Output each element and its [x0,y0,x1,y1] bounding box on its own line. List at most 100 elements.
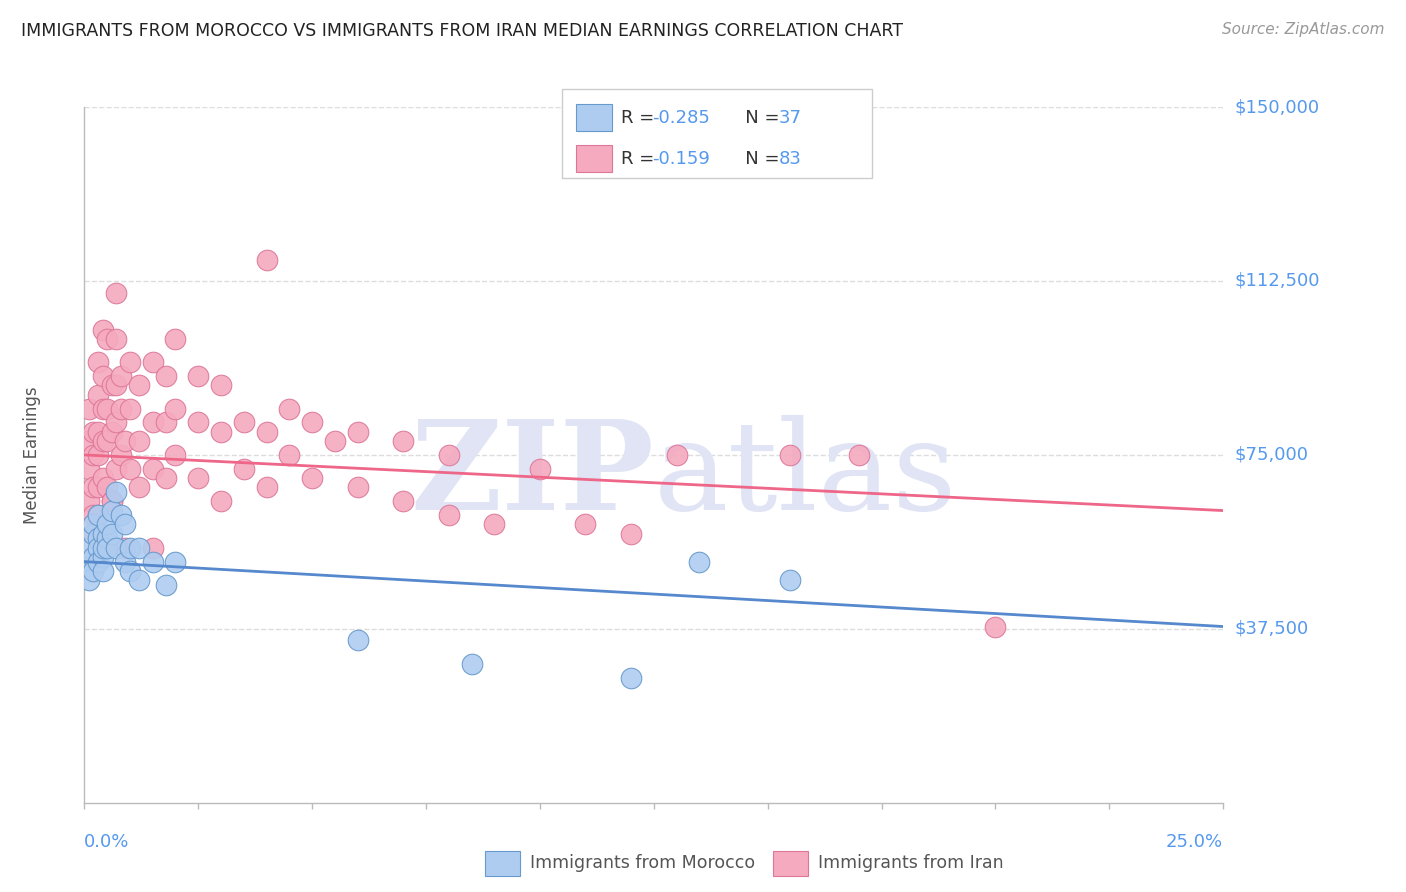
Point [91,541,114,555]
Point [87,508,110,523]
Point [142,416,165,430]
Point [620,526,643,541]
Point [100,494,122,508]
Point [105,485,128,500]
Point [96,480,118,494]
Point [110,448,132,462]
Point [142,462,165,476]
Point [779,448,801,462]
Point [82,526,104,541]
Point [87,508,110,523]
Text: $37,500: $37,500 [1234,620,1309,638]
Point [278,401,301,416]
Text: -0.285: -0.285 [652,109,710,127]
Point [91,549,114,564]
Point [278,448,301,462]
Point [87,355,110,369]
Point [77,462,100,476]
Point [118,564,141,578]
Point [91,526,114,541]
Point [87,448,110,462]
Point [301,416,323,430]
Point [232,462,254,476]
Point [118,355,141,369]
Point [96,332,118,346]
Point [77,541,100,555]
Point [155,416,177,430]
Point [128,573,150,587]
Point [82,526,104,541]
Point [256,480,278,494]
Text: $112,500: $112,500 [1234,272,1320,290]
Point [460,657,482,671]
Point [96,401,118,416]
Point [165,401,187,416]
Point [574,517,596,532]
Text: 25.0%: 25.0% [1166,833,1223,851]
Point [128,541,150,555]
Point [77,401,100,416]
Point [105,378,128,392]
Point [87,480,110,494]
Point [100,526,122,541]
Point [665,448,688,462]
Text: 83: 83 [779,150,801,168]
Text: -0.159: -0.159 [652,150,710,168]
Point [165,448,187,462]
Point [323,434,346,448]
Point [165,555,187,569]
Point [96,541,118,555]
Point [142,541,165,555]
Point [688,555,710,569]
Point [256,253,278,268]
Point [77,555,100,569]
Point [346,480,368,494]
Point [91,471,114,485]
Point [100,503,122,517]
Point [392,434,415,448]
Point [77,573,100,587]
Text: IMMIGRANTS FROM MOROCCO VS IMMIGRANTS FROM IRAN MEDIAN EARNINGS CORRELATION CHAR: IMMIGRANTS FROM MOROCCO VS IMMIGRANTS FR… [21,22,903,40]
Text: R =: R = [621,109,661,127]
Point [232,416,254,430]
Text: Median Earnings: Median Earnings [22,386,41,524]
Point [87,425,110,439]
Point [128,434,150,448]
Point [155,578,177,592]
Point [165,332,187,346]
Point [91,564,114,578]
Point [87,541,110,555]
Point [91,401,114,416]
Point [105,285,128,300]
Point [100,425,122,439]
Text: Source: ZipAtlas.com: Source: ZipAtlas.com [1222,22,1385,37]
Point [100,494,122,508]
Point [128,378,150,392]
Point [87,387,110,401]
Point [155,369,177,384]
Point [128,480,150,494]
Point [779,573,801,587]
Point [118,401,141,416]
Point [87,555,110,569]
Point [77,494,100,508]
Point [301,471,323,485]
Point [187,416,209,430]
Point [96,517,118,532]
Text: N =: N = [728,150,786,168]
Point [256,425,278,439]
Point [114,517,136,532]
Point [620,671,643,685]
Point [984,619,1007,633]
Text: 37: 37 [779,109,801,127]
Point [82,508,104,523]
Point [209,494,232,508]
Point [105,462,128,476]
Point [110,508,132,523]
Text: R =: R = [621,150,661,168]
Text: ZIP: ZIP [411,416,654,536]
Point [118,462,141,476]
Point [142,555,165,569]
Point [155,471,177,485]
Point [437,508,460,523]
